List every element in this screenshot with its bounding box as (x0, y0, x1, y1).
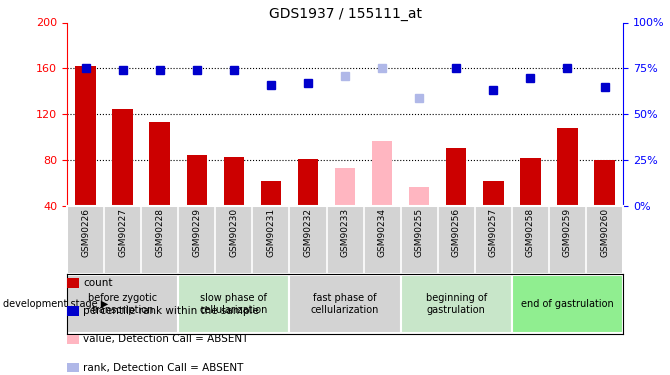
Text: GSM90232: GSM90232 (304, 208, 312, 257)
Bar (557, 128, 578, 206)
FancyBboxPatch shape (67, 275, 178, 333)
Bar (113, 109, 133, 206)
Bar (261, 181, 281, 206)
Bar (372, 141, 393, 206)
FancyBboxPatch shape (289, 275, 401, 333)
Text: GSM90257: GSM90257 (489, 208, 498, 257)
Text: GSM90226: GSM90226 (81, 208, 90, 257)
Text: rank, Detection Call = ABSENT: rank, Detection Call = ABSENT (83, 363, 243, 372)
Bar (335, 168, 355, 206)
Text: GSM90230: GSM90230 (229, 208, 239, 257)
Text: before zygotic
transcription: before zygotic transcription (88, 293, 157, 315)
FancyBboxPatch shape (401, 275, 512, 333)
Bar (483, 181, 504, 206)
Text: beginning of
gastrulation: beginning of gastrulation (425, 293, 487, 315)
Bar (335, 168, 355, 206)
Bar (224, 157, 244, 206)
Text: GSM90258: GSM90258 (526, 208, 535, 257)
Text: GSM90233: GSM90233 (340, 208, 350, 257)
Text: value, Detection Call = ABSENT: value, Detection Call = ABSENT (83, 334, 249, 344)
Bar (446, 148, 466, 206)
Bar (594, 160, 615, 206)
Bar (297, 159, 318, 206)
FancyBboxPatch shape (512, 275, 623, 333)
Bar (409, 187, 429, 206)
Text: GSM90231: GSM90231 (267, 208, 275, 257)
Title: GDS1937 / 155111_at: GDS1937 / 155111_at (269, 8, 421, 21)
Text: fast phase of
cellularization: fast phase of cellularization (311, 293, 379, 315)
Text: GSM90227: GSM90227 (118, 208, 127, 257)
Text: slow phase of
cellularization: slow phase of cellularization (200, 293, 268, 315)
Text: percentile rank within the sample: percentile rank within the sample (83, 306, 259, 316)
Text: GSM90228: GSM90228 (155, 208, 164, 257)
FancyBboxPatch shape (178, 275, 289, 333)
Bar (149, 122, 170, 206)
Text: GSM90234: GSM90234 (378, 208, 387, 257)
Bar (520, 158, 541, 206)
Bar (186, 154, 207, 206)
Text: end of gastrulation: end of gastrulation (521, 299, 614, 309)
Text: GSM90260: GSM90260 (600, 208, 609, 257)
Text: GSM90259: GSM90259 (563, 208, 572, 257)
Text: GSM90256: GSM90256 (452, 208, 461, 257)
Text: development stage ▶: development stage ▶ (3, 299, 109, 309)
Bar (75, 66, 96, 206)
Text: count: count (83, 278, 113, 288)
Text: GSM90255: GSM90255 (415, 208, 423, 257)
Text: GSM90229: GSM90229 (192, 208, 201, 257)
